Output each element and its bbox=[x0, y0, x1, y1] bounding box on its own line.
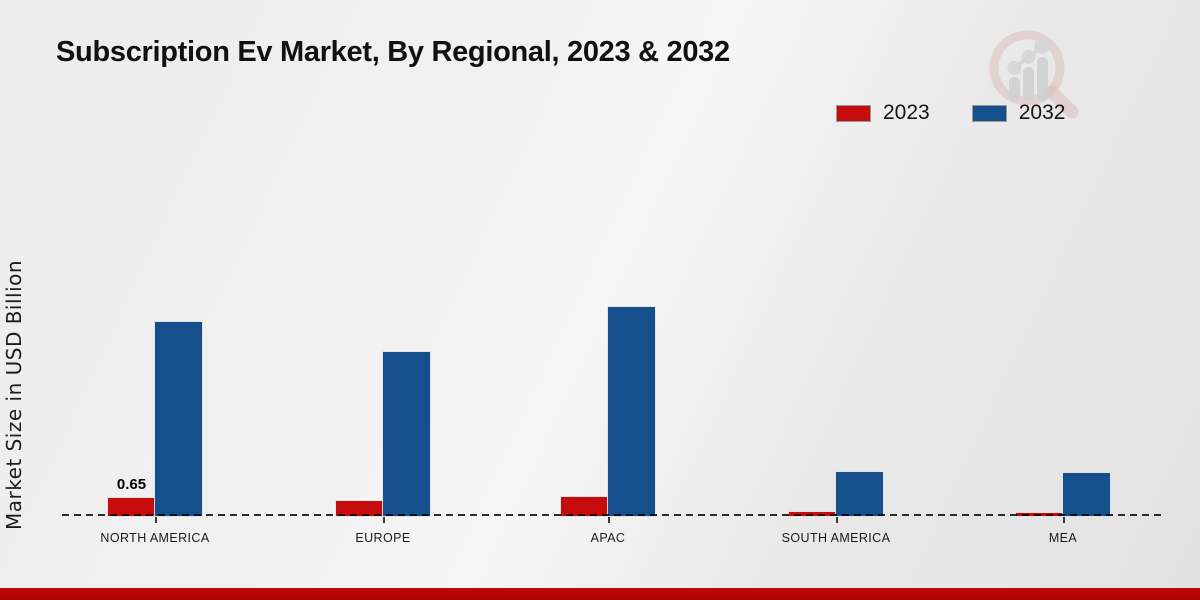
chart-title: Subscription Ev Market, By Regional, 202… bbox=[56, 36, 730, 68]
value-label-2023-0: 0.65 bbox=[116, 475, 147, 493]
bar-2032-north-america bbox=[155, 322, 202, 516]
bar-2032-south-america bbox=[836, 471, 883, 516]
bar-2032-mea bbox=[1063, 473, 1110, 516]
bar-2023-europe bbox=[336, 500, 383, 516]
x-axis-tick-south-america bbox=[836, 517, 838, 523]
x-axis-label-south-america: SOUTH AMERICA bbox=[781, 531, 891, 545]
legend-item-2032: 2032 bbox=[971, 101, 1066, 125]
bar-2032-apac bbox=[608, 306, 655, 516]
x-axis-label-mea: MEA bbox=[1048, 531, 1078, 545]
bar-2023-south-america bbox=[789, 511, 836, 516]
bar-2032-europe bbox=[383, 352, 430, 516]
legend-label-2023: 2023 bbox=[883, 101, 930, 124]
bar-2023-apac bbox=[561, 496, 608, 516]
footer-accent-bar bbox=[0, 588, 1200, 600]
legend: 2023 2032 bbox=[836, 101, 1065, 125]
legend-label-2032: 2032 bbox=[1018, 101, 1066, 124]
x-axis-label-europe: EUROPE bbox=[355, 531, 411, 545]
x-axis-tick-europe bbox=[383, 517, 385, 523]
bar-2023-north-america bbox=[108, 497, 155, 516]
legend-item-2023: 2023 bbox=[836, 101, 930, 125]
legend-swatch-2023 bbox=[836, 104, 871, 122]
x-axis-tick-apac bbox=[608, 517, 610, 523]
x-axis-label-north-america: NORTH AMERICA bbox=[100, 531, 210, 545]
brand-logo-watermark bbox=[989, 30, 1079, 119]
x-axis-tick-north-america bbox=[155, 517, 157, 523]
legend-swatch-2032 bbox=[971, 104, 1007, 122]
x-axis-label-apac: APAC bbox=[590, 531, 626, 545]
x-axis-tick-mea bbox=[1063, 517, 1065, 523]
zero-baseline-dashed bbox=[62, 514, 1162, 517]
